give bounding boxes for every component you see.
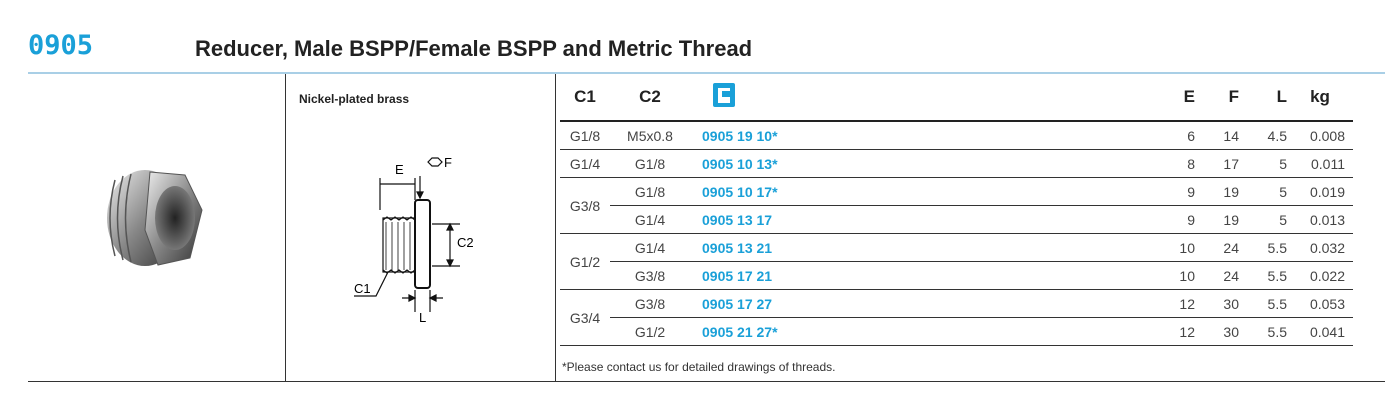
divider: [285, 74, 286, 381]
kg-cell: 0.011: [1295, 149, 1353, 178]
col-header: E: [1159, 74, 1203, 122]
kg-cell: 0.019: [1295, 177, 1353, 206]
f-cell: 30: [1203, 289, 1247, 318]
icon-header: [690, 74, 1159, 122]
dim-label: C2: [457, 235, 474, 250]
e-cell: 10: [1159, 261, 1203, 290]
f-cell: 24: [1203, 233, 1247, 262]
table-row: G3/8 0905 17 21 10 24 5.5 0.022: [560, 261, 1353, 290]
part-code: 0905 17 21: [690, 261, 1159, 290]
l-cell: 5: [1247, 205, 1295, 234]
c2-cell: G1/8: [610, 149, 690, 178]
l-cell: 5.5: [1247, 233, 1295, 262]
l-cell: 5: [1247, 177, 1295, 206]
c1-cell: G3/4: [560, 289, 610, 346]
product-table: C1 C2 E F L kg G1/8 M5x0.8 0905 19 10* 6 14 4…: [560, 74, 1353, 346]
f-cell: 24: [1203, 261, 1247, 290]
footnote: *Please contact us for detailed drawings…: [562, 360, 836, 374]
c2-cell: G1/2: [610, 317, 690, 346]
c2-cell: M5x0.8: [610, 121, 690, 150]
table-row: G3/8 G1/8 0905 10 17* 9 19 5 0.019: [560, 177, 1353, 234]
part-code: 0905 19 10*: [690, 121, 1159, 150]
table-row: G1/4 0905 13 17 9 19 5 0.013: [560, 205, 1353, 234]
table-body: G1/8 M5x0.8 0905 19 10* 6 14 4.5 0.008 G1/4 G1/8…: [560, 121, 1353, 346]
f-cell: 19: [1203, 177, 1247, 206]
part-code: 0905 10 13*: [690, 149, 1159, 178]
kg-cell: 0.053: [1295, 289, 1353, 318]
col-header: C1: [560, 74, 610, 122]
c2-cell: G3/8: [610, 289, 690, 318]
l-cell: 5.5: [1247, 261, 1295, 290]
dim-label: E: [395, 162, 404, 177]
dim-label: L: [419, 310, 426, 325]
col-header: kg: [1295, 74, 1353, 122]
table-row: G1/2 0905 21 27* 12 30 5.5 0.041: [560, 317, 1353, 346]
c2-cell: G1/4: [610, 233, 690, 262]
e-cell: 12: [1159, 317, 1203, 346]
l-cell: 4.5: [1247, 121, 1295, 150]
e-cell: 9: [1159, 177, 1203, 206]
col-header: F: [1203, 74, 1247, 122]
c2-cell: G1/4: [610, 205, 690, 234]
table-row: G1/4 G1/8 0905 10 13* 8 17 5 0.011: [560, 149, 1353, 178]
product-code: 0905: [28, 30, 94, 61]
product-title: Reducer, Male BSPP/Female BSPP and Metri…: [195, 36, 753, 61]
part-code: 0905 10 17*: [690, 177, 1159, 206]
table-row: G1/8 M5x0.8 0905 19 10* 6 14 4.5 0.008: [560, 121, 1353, 150]
header-rule: [28, 72, 1385, 74]
col-header: L: [1247, 74, 1295, 122]
material: Nickel-plated brass: [299, 92, 410, 106]
c2-cell: G3/8: [610, 261, 690, 290]
technical-drawing: E F C2 C1 L: [354, 155, 474, 325]
f-cell: 14: [1203, 121, 1247, 150]
c1-cell: G1/2: [560, 233, 610, 290]
col-header: C2: [610, 74, 690, 122]
table-row: G3/4 G3/8 0905 17 27 12 30 5.5 0.053: [560, 289, 1353, 346]
bottom-rule: [28, 381, 1385, 382]
dim-label: C1: [354, 281, 371, 296]
table-row: G1/2 G1/4 0905 13 21 10 24 5.5 0.032: [560, 233, 1353, 290]
f-cell: 30: [1203, 317, 1247, 346]
e-cell: 8: [1159, 149, 1203, 178]
part-code: 0905 17 27: [690, 289, 1159, 318]
e-cell: 10: [1159, 233, 1203, 262]
l-cell: 5.5: [1247, 289, 1295, 318]
product-photo: [107, 170, 203, 266]
e-cell: 12: [1159, 289, 1203, 318]
c1-cell: G3/8: [560, 177, 610, 234]
kg-cell: 0.008: [1295, 121, 1353, 150]
catalog-icon: [713, 82, 735, 107]
c1-cell: G1/4: [560, 149, 610, 178]
dim-label: F: [444, 155, 452, 170]
kg-cell: 0.032: [1295, 233, 1353, 262]
l-cell: 5: [1247, 149, 1295, 178]
c2-cell: G1/8: [610, 177, 690, 206]
f-cell: 17: [1203, 149, 1247, 178]
part-code: 0905 13 21: [690, 233, 1159, 262]
kg-cell: 0.041: [1295, 317, 1353, 346]
kg-cell: 0.022: [1295, 261, 1353, 290]
header-row: C1 C2 E F L kg: [560, 74, 1353, 122]
f-cell: 19: [1203, 205, 1247, 234]
divider: [555, 74, 556, 381]
c1-cell: G1/8: [560, 121, 610, 150]
kg-cell: 0.013: [1295, 205, 1353, 234]
e-cell: 9: [1159, 205, 1203, 234]
part-code: 0905 21 27*: [690, 317, 1159, 346]
l-cell: 5.5: [1247, 317, 1295, 346]
part-code: 0905 13 17: [690, 205, 1159, 234]
e-cell: 6: [1159, 121, 1203, 150]
